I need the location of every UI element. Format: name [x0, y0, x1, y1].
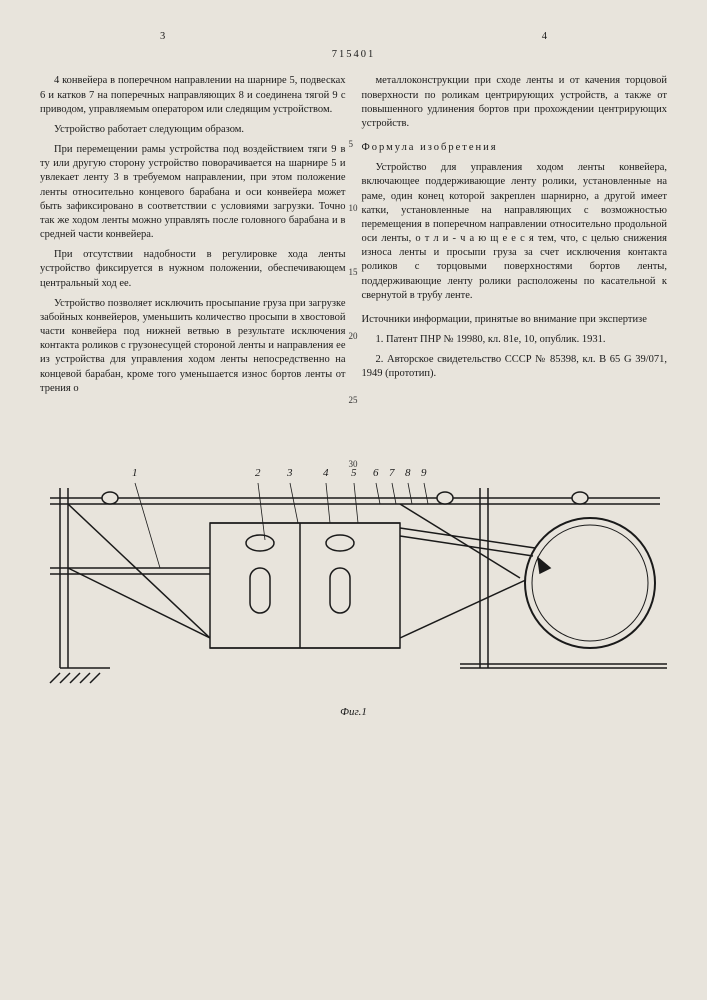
right-column: металлоконструкции при сходе ленты и от … [362, 74, 668, 402]
body-text: металлоконструкции при сходе ленты и от … [362, 74, 668, 131]
callout-label: 9 [421, 467, 427, 479]
sources-heading: Источники информации, принятые во вниман… [362, 313, 668, 327]
technical-drawing: 1 2 3 4 5 6 7 8 9 [40, 418, 667, 698]
line-marker: 10 [349, 202, 358, 214]
formula-heading: Формула изобретения [362, 141, 668, 155]
callout-label: 7 [389, 467, 395, 479]
body-text: Устройство работает следующим образом. [40, 123, 346, 137]
source-item: 1. Патент ПНР № 19980, кл. 81е, 10, опуб… [362, 333, 668, 347]
source-item: 2. Авторское свидетельство СССР № 85398,… [362, 353, 668, 381]
figure-1: 1 2 3 4 5 6 7 8 9 Фиг.1 [40, 418, 667, 698]
callout-label: 8 [405, 467, 411, 479]
body-text: Устройство для управления ходом ленты ко… [362, 161, 668, 303]
callout-label: 5 [351, 467, 357, 479]
callout-label: 6 [373, 467, 379, 479]
left-column: 4 конвейера в поперечном направлении на … [40, 74, 346, 402]
body-text: 4 конвейера в поперечном направлении на … [40, 74, 346, 117]
page-number-right: 4 [542, 30, 547, 44]
page-number-left: 3 [160, 30, 165, 44]
line-marker: 15 [349, 266, 358, 278]
line-marker: 25 [349, 394, 358, 406]
document-number: 715401 [40, 48, 667, 62]
callout-label: 3 [286, 467, 293, 479]
callout-label: 1 [132, 467, 138, 479]
body-text: Устройство позволяет исключить просыпани… [40, 297, 346, 396]
line-marker: 5 [349, 138, 354, 150]
line-marker: 20 [349, 330, 358, 342]
callout-label: 2 [255, 467, 261, 479]
figure-label: Фиг.1 [40, 705, 667, 720]
callout-label: 4 [323, 467, 329, 479]
body-text: При отсутствии надобности в регулировке … [40, 248, 346, 291]
body-text: При перемещении рамы устройства под возд… [40, 143, 346, 242]
